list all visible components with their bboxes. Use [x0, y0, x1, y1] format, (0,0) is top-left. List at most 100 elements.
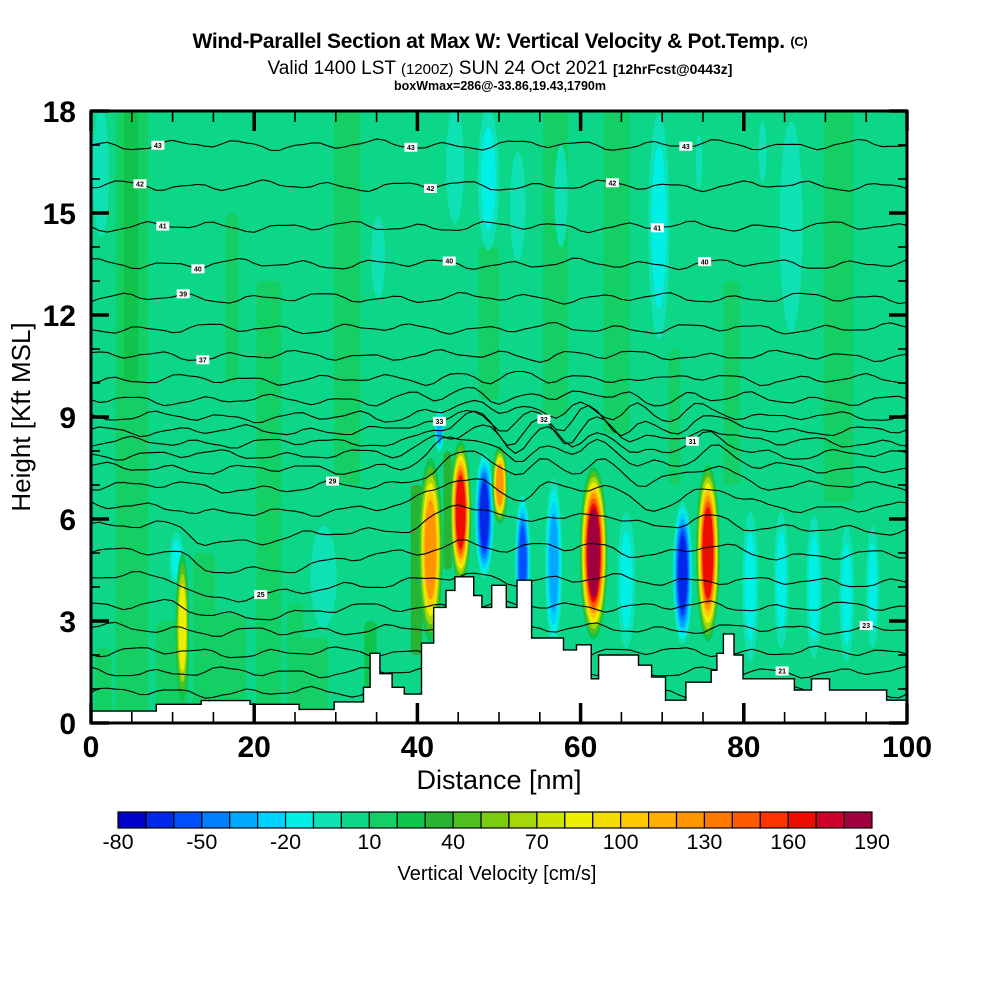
isentrope-label-box: [775, 666, 789, 676]
isentrope-contours: 43 42 41 40 39 37 43 43 42 42 41 40 40 33 32 31 29 25 21 23: [91, 138, 907, 699]
isentrope-line: [91, 257, 907, 271]
x-tick-label: 100: [882, 731, 932, 764]
isentrope-line: [91, 404, 907, 438]
isentrope-label-box: [404, 142, 418, 152]
fill-band: [123, 111, 139, 383]
isentrope-label: 40: [701, 259, 709, 266]
cool-patch: [510, 151, 526, 261]
y-tick-label: 3: [59, 606, 76, 639]
x-tick-label: 80: [727, 731, 760, 764]
x-tick-label: 60: [564, 731, 597, 764]
colorbar-segment: [368, 811, 398, 829]
isentrope-label: 33: [436, 419, 444, 426]
isentrope-label: 25: [257, 592, 265, 599]
downdraft-streak: [310, 525, 337, 628]
fill-band: [443, 451, 452, 570]
colorbar-title: Vertical Velocity [cm/s]: [398, 863, 597, 885]
cool-patch: [758, 121, 767, 183]
isentrope-line: [91, 399, 907, 424]
x-tick-label: 0: [83, 731, 100, 764]
colorbar-tick-label: 70: [525, 830, 549, 854]
valid-date: SUN 24 Oct 2021: [458, 58, 608, 79]
y-tick-label: 6: [59, 504, 76, 537]
isentrope-line: [91, 450, 907, 494]
isentrope-label: 40: [445, 259, 453, 266]
isentrope-label: 37: [199, 357, 207, 364]
valid-time-line: Valid 1400 LST (1200Z) SUN 24 Oct 2021 […: [0, 58, 1000, 80]
colorbar-segment: [675, 811, 706, 829]
fill-band: [256, 281, 282, 723]
isentrope-label-box: [432, 416, 446, 426]
colorbar-segment: [564, 811, 594, 829]
cool-patch: [554, 145, 568, 247]
isentrope-label-box: [156, 221, 170, 231]
fill-band: [668, 349, 681, 485]
downdraft-streak: [808, 535, 820, 639]
isentrope-line: [91, 410, 907, 449]
colorbar-segment: [173, 811, 203, 829]
colorbar-segment: [284, 811, 315, 829]
isentrope-label-box: [176, 289, 190, 299]
colorbar-segment: [759, 811, 789, 829]
x-axis-title: Distance [nm]: [416, 765, 581, 795]
colorbar: -80 -50 -20 10 40 70 100 130 160 190 Vertical Velo…: [102, 811, 890, 885]
updraft-streak: [702, 507, 714, 599]
isentrope-label-box: [650, 223, 664, 233]
fill-band: [823, 111, 854, 502]
colorbar-segment: [257, 811, 287, 829]
isentrope-label: 32: [540, 417, 548, 424]
colorbar-tick-label: 190: [854, 830, 890, 854]
isentrope-label-box: [196, 355, 210, 365]
isentrope-label-box: [537, 414, 551, 424]
isentrope-label-box: [133, 179, 147, 189]
isentrope-label: 29: [329, 479, 337, 486]
fill-band: [213, 614, 247, 706]
fill-band: [225, 213, 238, 383]
updraft-streak: [496, 463, 504, 507]
isentrope-label: 43: [154, 143, 162, 150]
cool-patch: [445, 111, 464, 224]
isentrope-line: [91, 386, 907, 407]
valid-zulu: (1200Z): [400, 61, 454, 78]
colorbar-segment: [340, 811, 370, 829]
valid-prefix: Valid 1400 LST: [267, 58, 396, 79]
colorbar-tick-label: 40: [441, 830, 465, 854]
colorbar-segment: [787, 811, 817, 829]
cool-patch: [92, 111, 109, 237]
isentrope-line: [91, 539, 907, 574]
y-axis-title: Height [Kft MSL]: [6, 322, 36, 511]
fill-band: [95, 648, 112, 723]
fill-band: [603, 111, 630, 434]
terrain-silhouette: [91, 576, 907, 723]
colorbar-segment: [815, 811, 845, 829]
isentrope-line: [91, 349, 907, 363]
isentrope-line: [91, 571, 907, 603]
y-tick-label: 12: [43, 300, 76, 333]
colorbar-segment: [396, 811, 426, 829]
isentrope-line: [91, 220, 907, 234]
fill-band: [303, 638, 328, 723]
cool-patch: [481, 127, 496, 231]
updraft-streak: [424, 499, 437, 600]
downdraft-streak: [479, 482, 489, 549]
fill-band: [334, 111, 361, 485]
cool-patch: [695, 134, 703, 190]
x-tick-label: 40: [401, 731, 434, 764]
isentrope-label: 40: [194, 266, 202, 273]
isentrope-line: [91, 504, 907, 547]
colorbar-segment: [703, 811, 733, 829]
isentrope-label: 41: [653, 225, 661, 232]
colorbar-segment: [424, 811, 454, 829]
isentrope-label-box: [685, 436, 699, 446]
colorbar-segment: [592, 811, 622, 829]
y-tick-label: 0: [59, 708, 76, 741]
colorbar-tick-label: 100: [603, 830, 639, 854]
valid-fcst: [12hrFcst@0443z]: [612, 61, 733, 77]
terrain-profile: [91, 576, 907, 723]
isentrope-label-box: [326, 476, 340, 486]
isentrope-label-box: [679, 141, 693, 151]
isentrope-line: [91, 138, 907, 152]
colorbar-segment: [647, 811, 678, 829]
isentrope-label: 42: [609, 180, 617, 187]
